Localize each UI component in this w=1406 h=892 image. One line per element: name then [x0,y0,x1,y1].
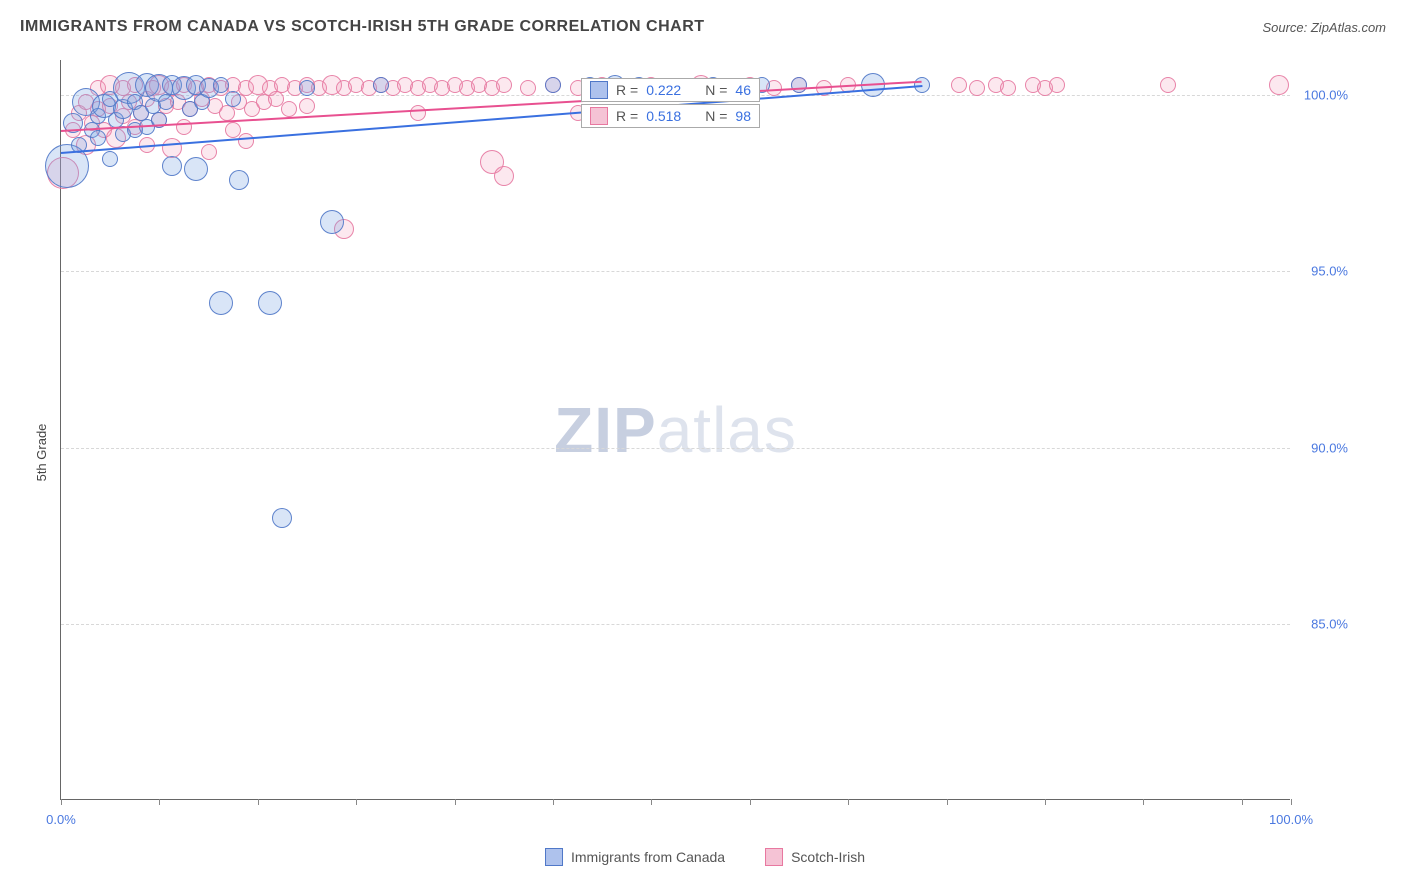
y-tick-label: 90.0% [1311,440,1348,455]
chart-title: IMMIGRANTS FROM CANADA VS SCOTCH-IRISH 5… [20,18,705,36]
n-value: 98 [735,108,751,124]
scatter-point [162,156,182,176]
legend-item-pink: Scotch-Irish [765,848,865,866]
legend-label: Immigrants from Canada [571,849,725,865]
r-label: R = [616,108,638,124]
source-attribution: Source: ZipAtlas.com [1262,20,1386,35]
legend-item-blue: Immigrants from Canada [545,848,725,866]
scatter-point [258,291,282,315]
watermark: ZIPatlas [554,393,797,467]
scatter-point [520,80,536,96]
scatter-point [209,291,233,315]
scatter-point [225,91,241,107]
n-value: 46 [735,82,751,98]
chart-header: IMMIGRANTS FROM CANADA VS SCOTCH-IRISH 5… [0,0,1406,46]
scatter-point [1269,75,1289,95]
scatter-point [494,166,514,186]
x-tick [750,799,751,805]
scatter-point [102,151,118,167]
x-tick [651,799,652,805]
x-tick-label: 0.0% [46,812,76,827]
x-tick [258,799,259,805]
x-tick [1242,799,1243,805]
scatter-point [410,105,426,121]
x-tick [159,799,160,805]
scatter-point [951,77,967,93]
scatter-point [90,130,106,146]
watermark-atlas: atlas [657,394,797,466]
scatter-point [213,77,229,93]
x-tick [455,799,456,805]
y-axis-label: 5th Grade [34,424,49,482]
scatter-point [201,144,217,160]
gridline [61,271,1290,272]
r-value: 0.518 [646,108,681,124]
scatter-point [238,133,254,149]
scatter-point [1160,77,1176,93]
r-value: 0.222 [646,82,681,98]
x-tick [553,799,554,805]
x-tick [1291,799,1292,805]
scatter-point [229,170,249,190]
y-tick-label: 95.0% [1311,264,1348,279]
x-tick [1143,799,1144,805]
gridline [61,448,1290,449]
swatch-icon [590,107,608,125]
swatch-icon [590,81,608,99]
x-tick [61,799,62,805]
chart-container: 5th Grade ZIPatlas 85.0%90.0%95.0%100.0%… [60,60,1350,830]
scatter-point [281,101,297,117]
x-tick [947,799,948,805]
y-tick-label: 85.0% [1311,616,1348,631]
plot-area: ZIPatlas 85.0%90.0%95.0%100.0%0.0%100.0%… [60,60,1290,800]
legend-label: Scotch-Irish [791,849,865,865]
legend-swatch-icon [765,848,783,866]
scatter-point [373,77,389,93]
scatter-point [320,210,344,234]
watermark-zip: ZIP [554,394,657,466]
stat-box-pink: R = 0.518 N = 98 [581,104,760,128]
scatter-point [299,80,315,96]
x-tick [1045,799,1046,805]
r-label: R = [616,82,638,98]
gridline [61,624,1290,625]
scatter-point [1049,77,1065,93]
scatter-point [158,94,174,110]
y-tick-label: 100.0% [1304,88,1348,103]
legend-swatch-icon [545,848,563,866]
scatter-point [184,157,208,181]
scatter-point [545,77,561,93]
n-label: N = [705,82,727,98]
scatter-point [969,80,985,96]
legend: Immigrants from Canada Scotch-Irish [545,848,865,866]
stat-box-blue: R = 0.222 N = 46 [581,78,760,102]
x-tick-label: 100.0% [1269,812,1313,827]
scatter-point [176,119,192,135]
scatter-point [1000,80,1016,96]
scatter-point [272,508,292,528]
x-tick [848,799,849,805]
x-tick [356,799,357,805]
scatter-point [299,98,315,114]
n-label: N = [705,108,727,124]
scatter-point [791,77,807,93]
scatter-point [496,77,512,93]
